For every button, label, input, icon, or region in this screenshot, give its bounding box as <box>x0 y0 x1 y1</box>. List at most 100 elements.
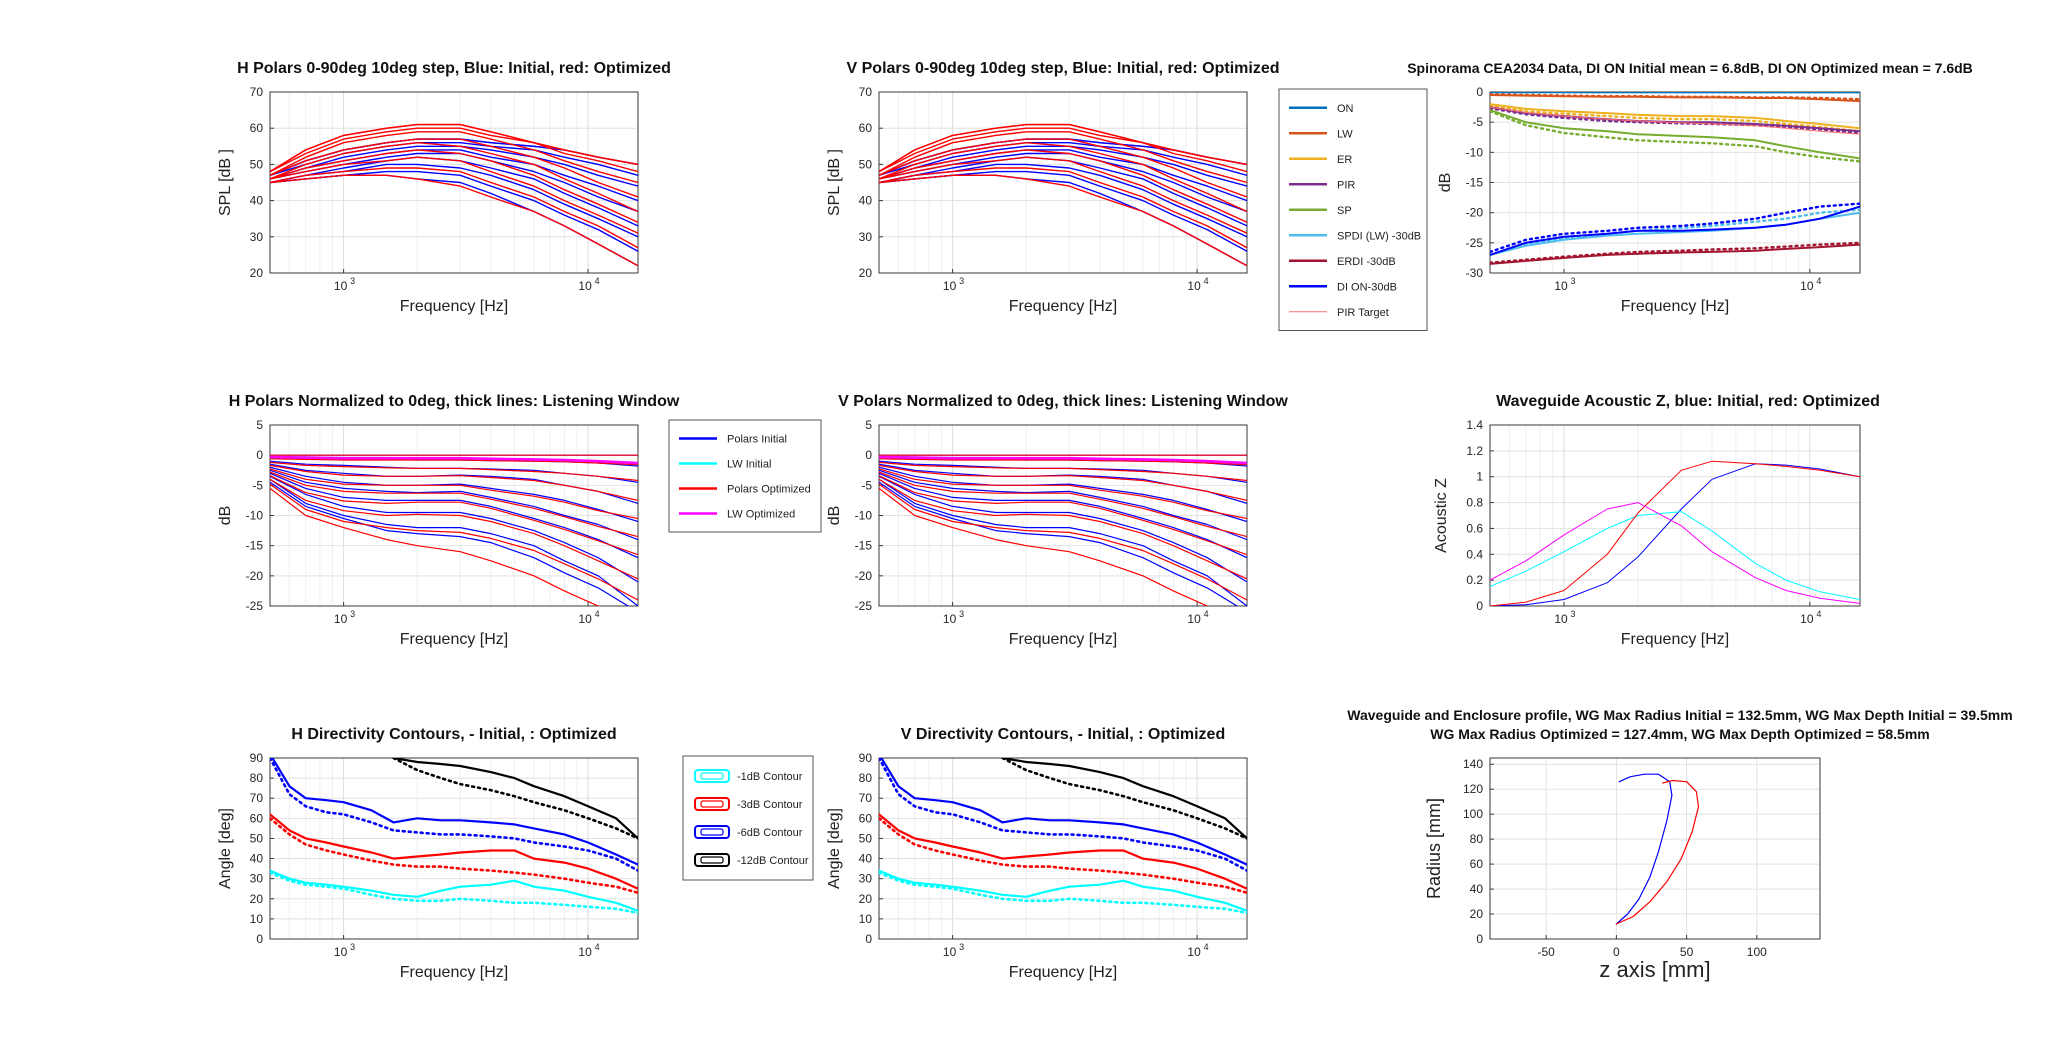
y-tick-label: 80 <box>250 771 264 785</box>
y-axis-label: dB <box>1437 173 1454 193</box>
y-tick-label: -10 <box>246 509 264 523</box>
legend-label: DI ON-30dB <box>1337 281 1397 293</box>
series-line-optimized <box>879 142 1247 213</box>
x-tick-exponent: 4 <box>1816 609 1821 619</box>
x-tick-label: 10 <box>1554 612 1568 626</box>
y-tick-label: 80 <box>1470 832 1484 846</box>
series-line-polar <box>879 464 1247 501</box>
series-line-optimized <box>1490 110 1860 163</box>
y-tick-label: 1.2 <box>1466 444 1483 458</box>
y-tick-label: -10 <box>855 509 873 523</box>
contour-line-initial <box>880 758 1247 866</box>
y-axis-label: dB <box>217 506 234 526</box>
series-line-polar <box>270 464 638 501</box>
y-tick-label: 40 <box>859 852 873 866</box>
y-tick-label: 30 <box>250 230 264 244</box>
x-tick-label: 100 <box>1747 945 1767 959</box>
series-line-optimized <box>1490 93 1860 101</box>
contour-line-optimized <box>879 817 1247 894</box>
series-line-lw <box>879 455 1247 465</box>
x-axis-label: Frequency [Hz] <box>400 964 508 981</box>
y-tick-label: -5 <box>252 478 263 492</box>
legend-label: -12dB Contour <box>737 855 809 867</box>
y-tick-label: 10 <box>859 912 873 926</box>
contour-line-initial <box>879 869 1247 912</box>
y-tick-label: 80 <box>859 771 873 785</box>
x-tick-label: 10 <box>943 612 957 626</box>
legend-contours: -1dB Contour -3dB Contour -6dB Contour -12d… <box>682 755 814 881</box>
y-tick-label: 5 <box>256 418 263 432</box>
contour-line-optimized <box>270 871 638 915</box>
series-line-polar <box>270 487 601 606</box>
y-tick-label: 0 <box>1476 599 1483 613</box>
profile-line <box>1615 779 1700 925</box>
x-tick-label: 0 <box>1613 945 1620 959</box>
x-tick-label: 10 <box>1800 612 1814 626</box>
y-tick-label: -25 <box>246 599 264 613</box>
axes-frame <box>1489 424 1861 607</box>
y-tick-label: 20 <box>859 266 873 280</box>
y-tick-label: 0.4 <box>1466 547 1483 561</box>
y-axis-label: SPL [dB ] <box>826 149 843 216</box>
y-tick-label: -20 <box>1466 206 1484 220</box>
series-line-optimized <box>1490 104 1860 133</box>
chart-title: V Polars Normalized to 0deg, thick lines… <box>838 393 1288 410</box>
y-tick-label: -25 <box>855 599 873 613</box>
y-tick-label: 90 <box>250 751 264 765</box>
chart-title: H Polars Normalized to 0deg, thick lines… <box>229 393 680 410</box>
legend-label: LW Optimized <box>727 509 795 521</box>
y-tick-label: 0 <box>865 448 872 462</box>
series-line <box>1490 460 1860 606</box>
axes-frame <box>878 757 1248 940</box>
y-tick-label: 30 <box>859 872 873 886</box>
y-tick-label: 70 <box>859 791 873 805</box>
x-tick-label: 10 <box>943 279 957 293</box>
x-tick-exponent: 3 <box>959 609 964 619</box>
x-tick-exponent: 4 <box>1204 942 1209 952</box>
series-line-polar <box>270 475 638 583</box>
y-tick-label: 30 <box>859 230 873 244</box>
legend-label: SP <box>1337 205 1352 217</box>
series-line-polar <box>879 475 1247 556</box>
x-axis-label: z axis [mm] <box>1599 957 1710 982</box>
y-tick-label: 0 <box>256 448 263 462</box>
y-tick-label: 5 <box>865 418 872 432</box>
y-tick-label: -5 <box>861 478 872 492</box>
series-line-optimized <box>270 142 638 213</box>
series-line-polar <box>270 461 638 482</box>
y-tick-label: -5 <box>1472 115 1483 129</box>
y-tick-label: 70 <box>250 791 264 805</box>
chart-title: H Directivity Contours, - Initial, : Opt… <box>291 726 616 743</box>
series-line-initial <box>1490 103 1860 130</box>
x-tick-exponent: 4 <box>595 609 600 619</box>
series-line-optimized <box>879 127 1247 173</box>
legend-box <box>682 755 814 881</box>
legend-label: ON <box>1337 103 1354 115</box>
y-tick-label: 50 <box>250 831 264 845</box>
contour-line-initial <box>392 758 638 840</box>
series-line-polar <box>879 483 1247 601</box>
contour-line-optimized <box>879 758 1247 872</box>
x-tick-label: 10 <box>334 612 348 626</box>
y-tick-label: 60 <box>859 811 873 825</box>
y-tick-label: 40 <box>859 194 873 208</box>
x-tick-label: 10 <box>1800 279 1814 293</box>
y-tick-label: 120 <box>1463 782 1483 796</box>
series-line-optimized <box>879 156 1247 234</box>
axes-frame <box>1489 757 1821 940</box>
y-tick-label: -25 <box>1466 236 1484 250</box>
y-tick-label: 1.4 <box>1466 418 1483 432</box>
x-tick-exponent: 3 <box>1570 276 1575 286</box>
y-tick-label: 10 <box>250 912 264 926</box>
y-tick-label: 140 <box>1463 757 1483 771</box>
series-line <box>1490 511 1860 600</box>
y-tick-label: 0.8 <box>1466 496 1483 510</box>
y-tick-label: 100 <box>1463 807 1483 821</box>
y-tick-label: 30 <box>250 872 264 886</box>
legend-label: LW <box>1337 128 1353 140</box>
